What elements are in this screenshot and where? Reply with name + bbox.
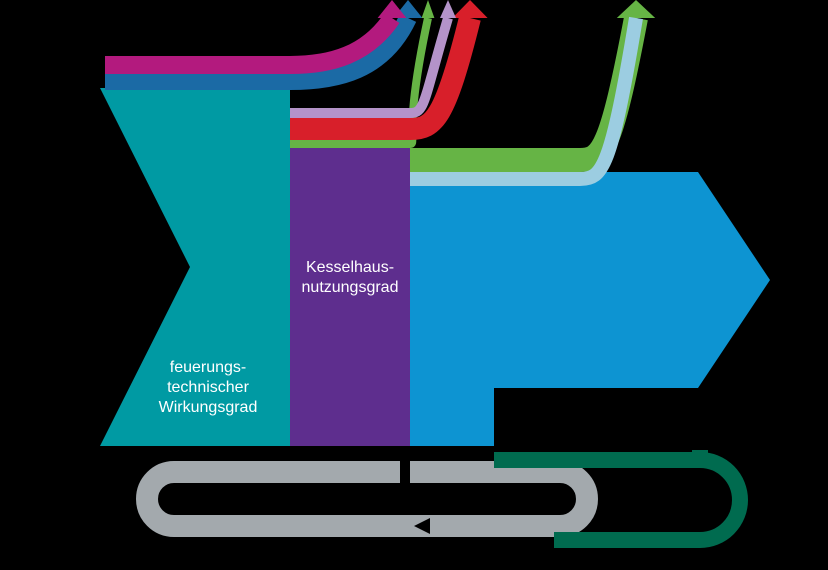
slot-lilac-arrow: [440, 0, 456, 18]
sankey-diagram: feuerungs-technischer Wirkungsgrad Kesselh…: [0, 0, 828, 570]
label-purple-line0: Kesselhaus-: [306, 259, 394, 276]
blue-block: [410, 172, 770, 446]
recirc-gray: [147, 472, 587, 526]
label-purple-line1: nutzungsgrad: [302, 279, 399, 296]
slot-green1-arrow: [422, 0, 435, 18]
label-teal-line2: Wirkungsgrad: [159, 399, 258, 416]
slot-green2-arrow: [617, 0, 655, 18]
label-teal-line1: technischer: [167, 379, 249, 396]
label-teal-line0: feuerungs-: [170, 359, 247, 376]
slot-red-arrow: [452, 0, 487, 18]
